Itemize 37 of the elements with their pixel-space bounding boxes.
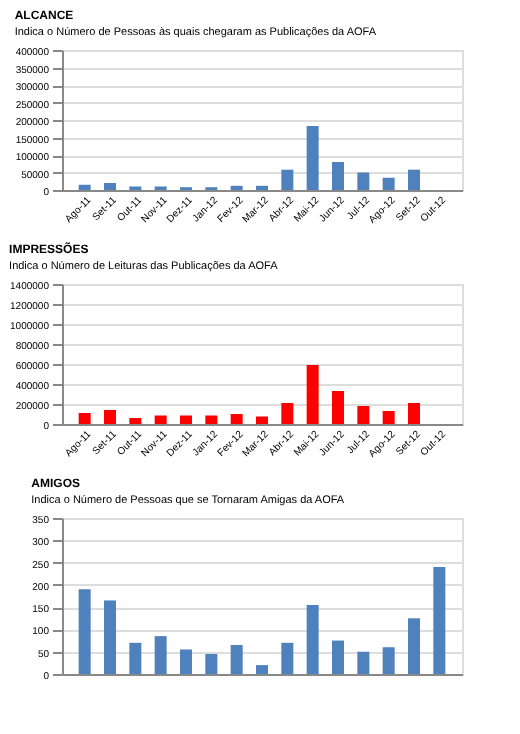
bar <box>180 415 192 424</box>
bar <box>78 184 91 190</box>
bar <box>382 411 395 424</box>
bar <box>408 169 420 190</box>
bar <box>281 403 294 424</box>
bar <box>180 649 192 674</box>
bar <box>104 410 116 424</box>
bar <box>230 645 243 674</box>
bar <box>408 618 420 674</box>
bar <box>104 183 116 190</box>
bar <box>256 416 268 424</box>
bar <box>78 589 91 674</box>
bar <box>306 125 319 190</box>
bar <box>332 391 344 424</box>
bar <box>332 640 344 674</box>
bar <box>306 365 319 424</box>
bar <box>281 642 294 674</box>
bar <box>78 413 91 424</box>
bar <box>332 162 344 190</box>
bar <box>154 415 167 424</box>
bar <box>306 604 319 674</box>
bar <box>205 653 218 674</box>
bar <box>382 647 395 674</box>
bar <box>129 418 142 424</box>
bar <box>129 642 142 674</box>
bar <box>433 567 446 674</box>
bar <box>154 636 167 674</box>
bar <box>408 403 420 424</box>
bar <box>357 172 370 190</box>
bar <box>382 177 395 190</box>
bar <box>357 651 370 674</box>
bar <box>230 414 243 424</box>
bar <box>281 169 294 190</box>
bar <box>104 600 116 674</box>
bar <box>205 415 218 424</box>
bar <box>357 406 370 424</box>
bar <box>256 665 268 674</box>
